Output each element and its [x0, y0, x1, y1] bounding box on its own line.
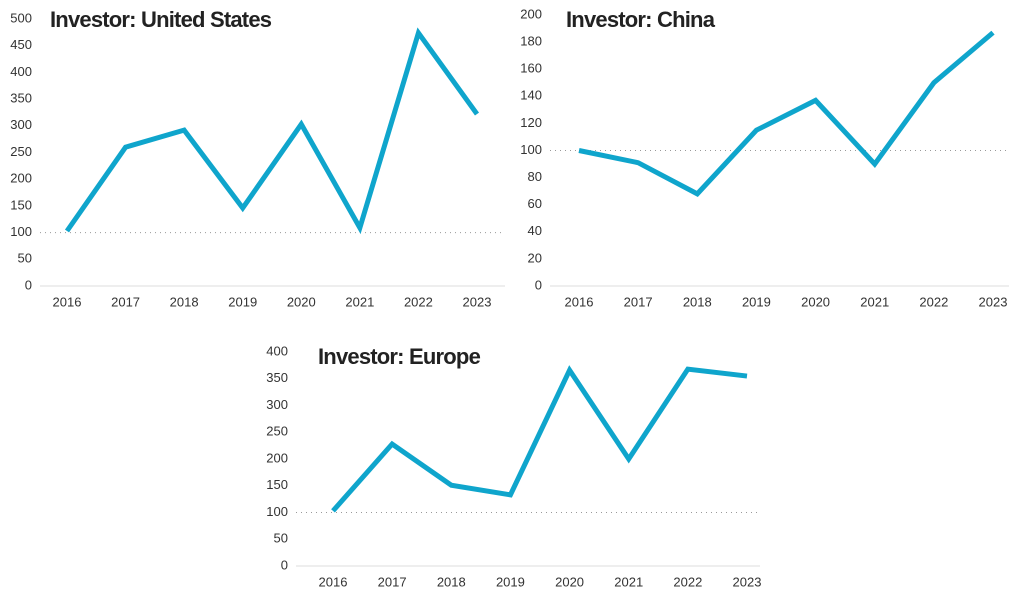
chart-title: Investor: United States — [50, 7, 272, 32]
y-tick-label: 50 — [18, 251, 32, 266]
y-tick-label: 350 — [10, 91, 32, 106]
x-tick-label: 2022 — [919, 294, 948, 309]
y-tick-label: 0 — [281, 557, 288, 572]
y-tick-label: 400 — [10, 64, 32, 79]
x-tick-label: 2022 — [404, 294, 433, 309]
x-tick-label: 2023 — [733, 574, 762, 589]
x-tick-label: 2021 — [614, 574, 643, 589]
x-tick-label: 2018 — [437, 574, 466, 589]
chart-title: Investor: Europe — [318, 344, 481, 369]
x-tick-label: 2020 — [555, 574, 584, 589]
x-tick-label: 2017 — [111, 294, 140, 309]
y-tick-label: 350 — [266, 370, 288, 385]
y-tick-label: 100 — [520, 142, 542, 157]
y-tick-label: 60 — [528, 196, 542, 211]
data-line — [331, 365, 748, 513]
y-tick-label: 0 — [25, 277, 32, 292]
y-tick-label: 80 — [528, 169, 542, 184]
y-tick-label: 50 — [274, 531, 288, 546]
y-tick-label: 150 — [10, 197, 32, 212]
x-tick-label: 2017 — [624, 294, 653, 309]
x-tick-label: 2017 — [378, 574, 407, 589]
y-tick-label: 150 — [266, 477, 288, 492]
x-tick-label: 2018 — [170, 294, 199, 309]
x-tick-label: 2016 — [319, 574, 348, 589]
y-tick-label: 100 — [266, 504, 288, 519]
x-tick-label: 2022 — [673, 574, 702, 589]
x-tick-label: 2021 — [860, 294, 889, 309]
x-tick-label: 2019 — [742, 294, 771, 309]
data-line — [578, 30, 995, 197]
y-tick-label: 180 — [520, 34, 542, 49]
y-tick-label: 500 — [10, 10, 32, 25]
y-tick-label: 200 — [10, 171, 32, 186]
x-tick-label: 2023 — [979, 294, 1008, 309]
y-tick-label: 400 — [266, 343, 288, 358]
chart-title: Investor: China — [566, 7, 716, 32]
y-tick-label: 300 — [266, 397, 288, 412]
y-tick-label: 140 — [520, 88, 542, 103]
y-tick-label: 120 — [520, 115, 542, 130]
x-tick-label: 2020 — [801, 294, 830, 309]
x-tick-label: 2018 — [683, 294, 712, 309]
y-tick-label: 40 — [528, 223, 542, 238]
data-line — [64, 27, 480, 235]
x-tick-label: 2021 — [345, 294, 374, 309]
y-tick-label: 200 — [520, 6, 542, 21]
y-tick-label: 250 — [266, 424, 288, 439]
y-tick-label: 250 — [10, 144, 32, 159]
x-tick-label: 2019 — [496, 574, 525, 589]
y-tick-label: 0 — [535, 277, 542, 292]
x-tick-label: 2019 — [228, 294, 257, 309]
y-tick-label: 200 — [266, 450, 288, 465]
y-tick-label: 20 — [528, 250, 542, 265]
y-tick-label: 100 — [10, 224, 32, 239]
y-tick-label: 160 — [520, 61, 542, 76]
x-tick-label: 2016 — [565, 294, 594, 309]
x-tick-label: 2023 — [463, 294, 492, 309]
x-tick-label: 2020 — [287, 294, 316, 309]
x-tick-label: 2016 — [53, 294, 82, 309]
y-tick-label: 300 — [10, 117, 32, 132]
y-tick-label: 450 — [10, 37, 32, 52]
